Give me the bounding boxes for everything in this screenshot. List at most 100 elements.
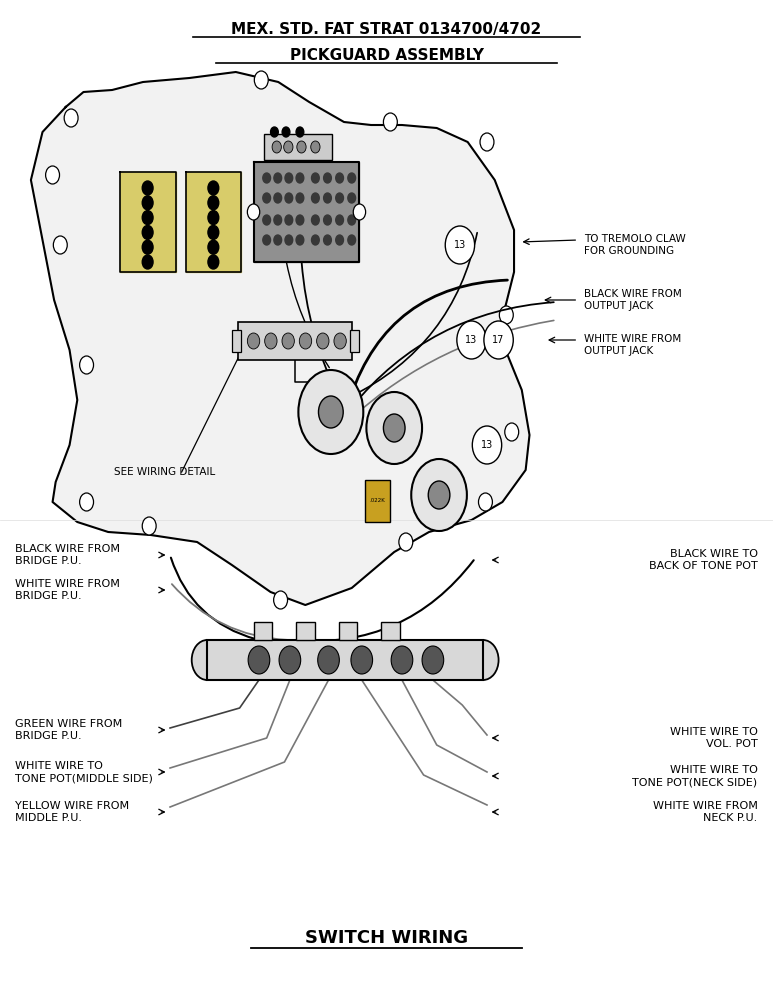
Text: .022K: .022K	[369, 498, 385, 504]
Circle shape	[248, 646, 270, 674]
Circle shape	[284, 141, 293, 153]
FancyBboxPatch shape	[264, 134, 332, 160]
Text: 13: 13	[481, 440, 493, 450]
Circle shape	[274, 591, 288, 609]
Circle shape	[296, 235, 304, 245]
Circle shape	[142, 240, 153, 254]
Bar	[232, 330, 241, 352]
Circle shape	[324, 215, 332, 225]
Text: BLACK WIRE TO
BACK OF TONE POT: BLACK WIRE TO BACK OF TONE POT	[649, 549, 758, 571]
Circle shape	[472, 426, 502, 464]
Circle shape	[142, 211, 153, 225]
Text: PICKGUARD ASSEMBLY: PICKGUARD ASSEMBLY	[290, 48, 483, 63]
Text: 17: 17	[492, 335, 505, 345]
Circle shape	[383, 113, 397, 131]
Circle shape	[478, 493, 492, 511]
Circle shape	[247, 204, 260, 220]
Circle shape	[285, 193, 293, 203]
FancyBboxPatch shape	[365, 480, 390, 522]
Circle shape	[324, 235, 332, 245]
Circle shape	[480, 133, 494, 151]
Circle shape	[263, 173, 271, 183]
Circle shape	[484, 321, 513, 359]
Circle shape	[247, 333, 260, 349]
Circle shape	[142, 196, 153, 210]
Circle shape	[335, 173, 343, 183]
Circle shape	[282, 127, 290, 137]
Circle shape	[348, 235, 356, 245]
Circle shape	[263, 235, 271, 245]
Circle shape	[348, 173, 356, 183]
Circle shape	[254, 71, 268, 89]
Text: TO TREMOLO CLAW
FOR GROUNDING: TO TREMOLO CLAW FOR GROUNDING	[584, 234, 686, 256]
Circle shape	[285, 173, 293, 183]
Polygon shape	[120, 172, 176, 272]
Circle shape	[317, 333, 329, 349]
Circle shape	[312, 215, 319, 225]
Circle shape	[274, 193, 281, 203]
Circle shape	[64, 109, 78, 127]
Circle shape	[399, 533, 413, 551]
Circle shape	[208, 225, 219, 239]
Text: WHITE WIRE TO
VOL. POT: WHITE WIRE TO VOL. POT	[669, 727, 758, 749]
Circle shape	[334, 333, 346, 349]
Circle shape	[282, 333, 295, 349]
Text: BLACK WIRE FROM
OUTPUT JACK: BLACK WIRE FROM OUTPUT JACK	[584, 289, 681, 311]
Bar	[350, 330, 359, 352]
Circle shape	[263, 193, 271, 203]
Circle shape	[142, 517, 156, 535]
FancyBboxPatch shape	[254, 622, 272, 640]
Polygon shape	[186, 172, 241, 272]
Text: YELLOW WIRE FROM
MIDDLE P.U.: YELLOW WIRE FROM MIDDLE P.U.	[15, 801, 130, 823]
Text: WHITE WIRE FROM
OUTPUT JACK: WHITE WIRE FROM OUTPUT JACK	[584, 334, 681, 356]
Circle shape	[311, 141, 320, 153]
Circle shape	[353, 204, 366, 220]
Circle shape	[351, 646, 373, 674]
Circle shape	[274, 173, 281, 183]
Circle shape	[285, 235, 293, 245]
Circle shape	[263, 215, 271, 225]
Circle shape	[272, 141, 281, 153]
Circle shape	[296, 193, 304, 203]
Circle shape	[296, 173, 304, 183]
Text: SEE WIRING DETAIL: SEE WIRING DETAIL	[114, 467, 216, 477]
Circle shape	[457, 321, 486, 359]
Circle shape	[366, 392, 422, 464]
Circle shape	[53, 236, 67, 254]
Circle shape	[312, 173, 319, 183]
Circle shape	[499, 306, 513, 324]
Circle shape	[279, 646, 301, 674]
Circle shape	[142, 255, 153, 269]
Polygon shape	[254, 162, 359, 262]
Text: WHITE WIRE TO
TONE POT(NECK SIDE): WHITE WIRE TO TONE POT(NECK SIDE)	[632, 765, 758, 787]
Circle shape	[80, 493, 94, 511]
FancyBboxPatch shape	[296, 622, 315, 640]
Circle shape	[318, 646, 339, 674]
Circle shape	[422, 646, 444, 674]
Circle shape	[318, 396, 343, 428]
Circle shape	[348, 215, 356, 225]
Circle shape	[383, 414, 405, 442]
Circle shape	[274, 215, 281, 225]
Text: WHITE WIRE TO
TONE POT(MIDDLE SIDE): WHITE WIRE TO TONE POT(MIDDLE SIDE)	[15, 761, 153, 783]
Circle shape	[142, 225, 153, 239]
Circle shape	[296, 215, 304, 225]
Circle shape	[208, 240, 219, 254]
FancyBboxPatch shape	[238, 322, 352, 360]
Text: 13: 13	[465, 335, 478, 345]
Circle shape	[274, 235, 281, 245]
Circle shape	[297, 141, 306, 153]
Circle shape	[80, 356, 94, 374]
Circle shape	[468, 640, 499, 680]
Circle shape	[264, 333, 277, 349]
Circle shape	[348, 193, 356, 203]
FancyBboxPatch shape	[381, 622, 400, 640]
Circle shape	[335, 215, 343, 225]
Circle shape	[208, 196, 219, 210]
Polygon shape	[31, 72, 530, 605]
Text: SWITCH WIRING: SWITCH WIRING	[305, 929, 468, 947]
Circle shape	[428, 481, 450, 509]
Circle shape	[324, 173, 332, 183]
Circle shape	[296, 127, 304, 137]
Circle shape	[208, 255, 219, 269]
